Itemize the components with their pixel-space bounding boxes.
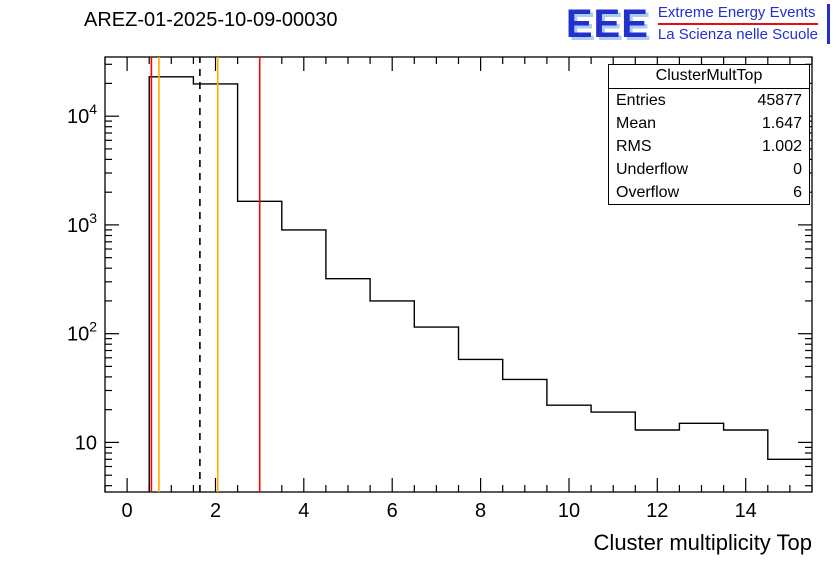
stats-row-value: 1.647 [761, 115, 802, 132]
stats-row-value: 6 [793, 184, 802, 201]
x-tick-label: 10 [558, 500, 580, 522]
stats-row: RMS 1.002 [609, 135, 809, 158]
stats-row: Entries 45877 [609, 89, 809, 112]
stats-row-label: Entries [616, 92, 666, 109]
stats-box: ClusterMultTop Entries 45877 Mean 1.647 RMS 1… [608, 64, 810, 205]
stats-row-value: 0 [793, 161, 802, 178]
stats-row-value: 1.002 [761, 138, 802, 155]
stats-row-label: Mean [616, 115, 657, 132]
eee-logo-line1: Extreme Energy Events [657, 4, 816, 21]
histogram-line [148, 76, 812, 492]
eee-logo-bar-icon [827, 4, 830, 44]
eee-logo-text: Extreme Energy Events La Scienza nelle S… [657, 4, 818, 44]
eee-logo-line2: La Scienza nelle Scuole [657, 26, 818, 43]
y-tick-label: 104 [67, 101, 97, 128]
eee-logo-divider [657, 23, 818, 25]
eee-logo-acronym: EEE [565, 2, 649, 46]
y-tick-label: 102 [67, 319, 97, 346]
y-tick-label: 103 [67, 210, 97, 237]
stats-row: Underflow 0 [609, 158, 809, 181]
x-tick-label: 6 [387, 500, 398, 522]
x-tick-label: 8 [475, 500, 486, 522]
stats-row: Overflow 6 [609, 181, 809, 204]
y-tick-label: 10 [75, 432, 97, 454]
x-tick-label: 12 [646, 500, 668, 522]
stats-box-rows: Entries 45877 Mean 1.647 RMS 1.002 Underflow 0 O… [609, 89, 809, 204]
stats-row-label: Overflow [616, 184, 680, 201]
x-tick-label: 4 [298, 500, 309, 522]
stats-row-label: Underflow [616, 161, 689, 178]
stats-box-title: ClusterMultTop [609, 65, 809, 89]
x-tick-label: 2 [210, 500, 221, 522]
stats-row-value: 45877 [757, 92, 803, 109]
stats-row: Mean 1.647 [609, 112, 809, 135]
stats-row-label: RMS [616, 138, 652, 155]
x-tick-label: 0 [122, 500, 133, 522]
plot-title: AREZ-01-2025-10-09-00030 [84, 9, 338, 31]
eee-logo: EEE Extreme Energy Events La Scienza nel… [566, 4, 830, 44]
x-tick-label: 14 [735, 500, 757, 522]
x-axis-title: Cluster multiplicity Top [594, 530, 812, 555]
